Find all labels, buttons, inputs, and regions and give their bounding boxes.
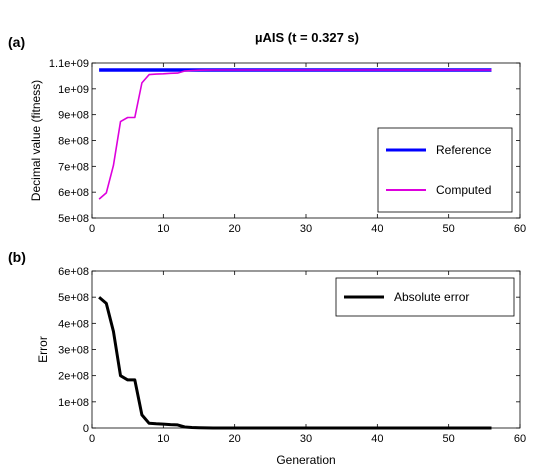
x-tick-label-b-20: 20 <box>229 433 241 445</box>
chart-panel-b: (b) 0 10 20 30 40 50 60 0 1e+08 2e+08 3e+08 4e+08 5e… <box>8 249 526 467</box>
x-tick-label-a-60: 60 <box>514 223 526 235</box>
y-tick-label-b-2: 2e+08 <box>58 371 89 383</box>
y-tick-label-a-1: 6e+08 <box>58 187 89 199</box>
x-tick-label-b-0: 0 <box>89 433 95 445</box>
legend-b: Absolute error <box>335 277 515 317</box>
y-tick-label-a-3: 8e+08 <box>58 136 89 148</box>
x-tick-label-b-40: 40 <box>371 433 383 445</box>
y-tick-label-b-1: 1e+08 <box>58 397 89 409</box>
y-tick-label-a-0: 5e+08 <box>58 213 89 225</box>
legend-box-a <box>377 127 513 213</box>
axis-ticks-b: 0 10 20 30 40 50 60 0 1e+08 2e+08 3e+08 4e+08 5e+08 6… <box>58 266 526 445</box>
y-axis-label-a: Decimal value (fitness) <box>29 80 43 201</box>
y-tick-label-b-0: 0 <box>83 423 89 435</box>
y-tick-label-a-5: 1e+09 <box>58 84 89 96</box>
x-tick-label-a-10: 10 <box>157 223 169 235</box>
series-line-absolute-error <box>98 296 492 430</box>
y-tick-label-b-3: 3e+08 <box>58 345 89 357</box>
x-tick-label-b-60: 60 <box>514 433 526 445</box>
series-group-a <box>98 68 492 200</box>
panel-label-a: (a) <box>8 34 25 50</box>
y-tick-label-a-6: 1.1e+09 <box>49 58 89 70</box>
x-tick-label-b-10: 10 <box>157 433 169 445</box>
legend-a: Reference Computed <box>377 127 513 213</box>
x-tick-label-a-50: 50 <box>443 223 455 235</box>
x-tick-label-a-20: 20 <box>229 223 241 235</box>
x-tick-label-a-30: 30 <box>300 223 312 235</box>
y-tick-label-b-4: 4e+08 <box>58 318 89 330</box>
y-tick-label-b-6: 6e+08 <box>58 266 89 278</box>
y-axis-label-b: Error <box>36 336 50 363</box>
x-tick-label-a-40: 40 <box>371 223 383 235</box>
figure-title: µAIS (t = 0.327 s) <box>255 30 359 45</box>
legend-label-absolute-error: Absolute error <box>394 290 469 304</box>
legend-label-computed: Computed <box>436 183 491 197</box>
legend-label-reference: Reference <box>436 143 492 157</box>
y-tick-label-b-5: 5e+08 <box>58 292 89 304</box>
series-line-computed <box>98 69 492 200</box>
panel-label-b: (b) <box>8 249 26 265</box>
axis-ticks-a: 0 10 20 30 40 50 60 5e+08 6e+08 7e+08 8e+08 9e+08 1e… <box>49 58 526 235</box>
y-tick-label-a-2: 7e+08 <box>58 161 89 173</box>
series-group-b <box>98 296 492 430</box>
x-axis-label-b: Generation <box>276 453 335 467</box>
x-tick-label-b-50: 50 <box>443 433 455 445</box>
x-tick-label-b-30: 30 <box>300 433 312 445</box>
x-tick-label-a-0: 0 <box>89 223 95 235</box>
y-tick-label-a-4: 9e+08 <box>58 110 89 122</box>
chart-panel-a: (a) 0 10 20 30 40 50 60 5e+08 6e+08 7e+08 8e+08 9e+… <box>8 34 526 235</box>
